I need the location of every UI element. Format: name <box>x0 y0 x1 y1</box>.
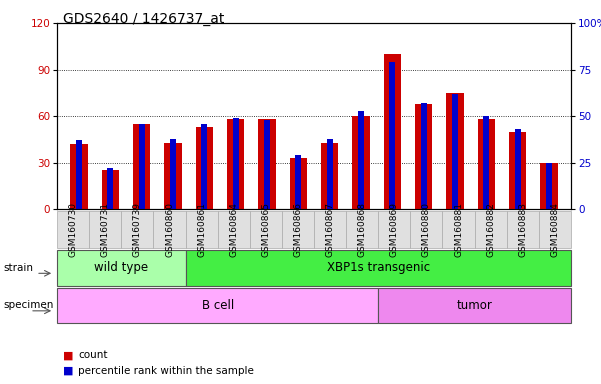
Bar <box>295 155 301 209</box>
Bar <box>76 141 82 209</box>
Text: GSM160865: GSM160865 <box>261 202 270 257</box>
Bar <box>290 158 307 209</box>
Bar <box>483 116 489 209</box>
Text: GSM160861: GSM160861 <box>197 202 206 257</box>
Bar <box>139 124 145 209</box>
Bar <box>327 139 333 209</box>
Text: GSM160883: GSM160883 <box>518 202 527 257</box>
Bar <box>258 119 276 209</box>
Bar <box>170 139 176 209</box>
Text: GSM160881: GSM160881 <box>454 202 463 257</box>
Text: XBP1s transgenic: XBP1s transgenic <box>327 262 430 274</box>
Bar <box>383 54 401 209</box>
Bar <box>352 116 370 209</box>
Bar <box>201 124 207 209</box>
Bar <box>514 129 520 209</box>
Text: ■: ■ <box>63 350 73 360</box>
Text: B cell: B cell <box>201 299 234 312</box>
Text: GSM160867: GSM160867 <box>326 202 335 257</box>
Bar <box>540 163 558 209</box>
Bar <box>227 119 245 209</box>
Bar <box>264 120 270 209</box>
Text: GSM160860: GSM160860 <box>165 202 174 257</box>
Bar <box>452 94 458 209</box>
Bar <box>321 142 338 209</box>
Text: count: count <box>78 350 108 360</box>
Text: GSM160884: GSM160884 <box>551 202 560 257</box>
Text: percentile rank within the sample: percentile rank within the sample <box>78 366 254 376</box>
Bar <box>478 119 495 209</box>
Bar <box>108 168 114 209</box>
Text: ■: ■ <box>63 366 73 376</box>
Text: GSM160869: GSM160869 <box>390 202 399 257</box>
Text: GSM160730: GSM160730 <box>69 202 78 257</box>
Bar <box>102 170 119 209</box>
Bar <box>447 93 463 209</box>
Bar <box>415 104 432 209</box>
Bar <box>546 163 552 209</box>
Text: tumor: tumor <box>457 299 493 312</box>
Text: wild type: wild type <box>94 262 148 274</box>
Bar <box>133 124 150 209</box>
Text: GSM160880: GSM160880 <box>422 202 431 257</box>
Text: specimen: specimen <box>3 300 53 311</box>
Text: GSM160864: GSM160864 <box>229 202 238 257</box>
Text: GSM160731: GSM160731 <box>101 202 110 257</box>
Text: GSM160739: GSM160739 <box>133 202 142 257</box>
Bar <box>70 144 88 209</box>
Bar <box>165 142 182 209</box>
Bar <box>509 132 526 209</box>
Bar <box>233 118 239 209</box>
Bar <box>389 62 395 209</box>
Bar <box>421 103 427 209</box>
Text: GSM160882: GSM160882 <box>486 202 495 257</box>
Bar <box>358 111 364 209</box>
Text: GDS2640 / 1426737_at: GDS2640 / 1426737_at <box>63 12 225 25</box>
Text: GSM160868: GSM160868 <box>358 202 367 257</box>
Text: strain: strain <box>3 263 33 273</box>
Text: GSM160866: GSM160866 <box>293 202 302 257</box>
Bar <box>196 127 213 209</box>
